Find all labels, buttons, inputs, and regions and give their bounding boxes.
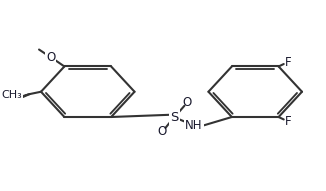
Text: F: F	[285, 115, 291, 128]
Text: O: O	[183, 96, 192, 109]
Text: O: O	[46, 51, 55, 64]
Text: O: O	[158, 125, 167, 138]
Text: CH₃: CH₃	[1, 91, 22, 100]
Text: NH: NH	[185, 119, 203, 132]
Text: S: S	[170, 111, 179, 124]
Text: F: F	[285, 56, 291, 69]
